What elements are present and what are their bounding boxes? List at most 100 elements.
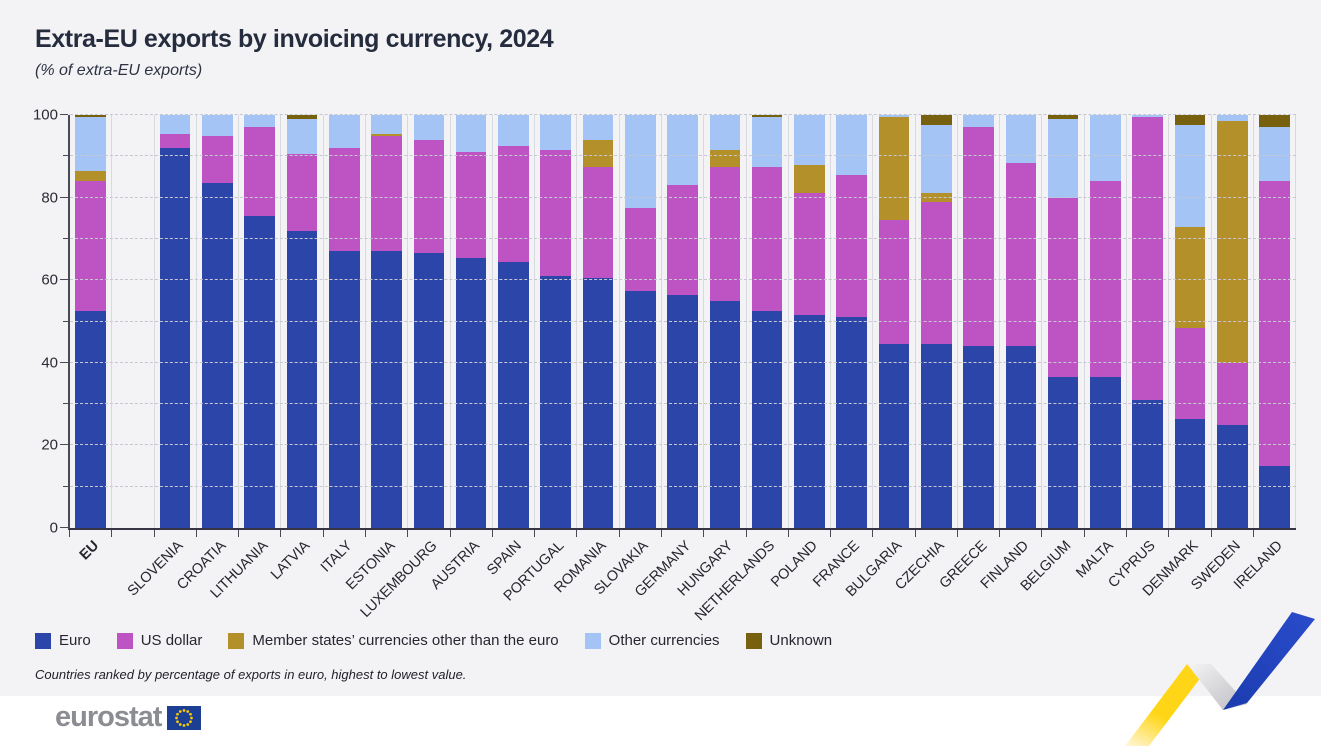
bar-segment-other [286,119,318,155]
bar-segment-usd [920,201,952,345]
bar-segment-other [751,117,783,167]
x-tick [153,530,155,537]
x-tick [364,530,366,537]
bar-segment-other [1090,115,1121,182]
x-tick [1083,530,1085,537]
gridline-30 [70,403,1296,405]
x-tick [956,530,958,537]
legend-swatch-member [228,632,245,649]
bar-column-estonia: ESTONIA [343,115,407,593]
x-tick [618,530,620,537]
legend-item-usd: US dollar [116,632,202,649]
y-tick-10 [63,485,68,487]
bar-segment-member [1174,226,1206,328]
bar-segment-euro [540,276,572,528]
x-tick [660,530,662,537]
stacked-bar-germany [667,115,698,528]
bar-segment-usd [540,150,572,277]
bar-segment-euro [625,290,656,528]
chart-footnote: Countries ranked by percentage of export… [35,667,467,682]
bar-segment-usd [878,220,910,345]
y-tick-30 [63,403,68,405]
legend-label-euro: Euro [59,632,91,649]
ribbon-yellow-band [1125,664,1211,746]
bar-segment-other [582,115,614,140]
y-axis-label-0: 0 [49,519,58,537]
bar-segment-euro [794,315,825,528]
bar-segment-euro [667,294,698,528]
bar-segment-other [1132,115,1163,118]
x-tick [407,530,409,537]
bar-segment-other [836,115,867,175]
x-tick [576,530,578,537]
bar-segment-member [920,193,952,202]
x-tick [1168,530,1170,537]
bar-segment-usd [751,166,783,312]
stacked-bar-lithuania [244,115,276,528]
bar-segment-usd [1216,362,1248,425]
bar-column-czechia: CZECHIA [892,115,957,593]
y-axis-label-40: 40 [41,354,58,372]
bar-segment-other [1005,115,1037,163]
bar-segment-usd [202,135,233,184]
eu-flag-icon [167,705,202,730]
bar-segment-euro [878,344,910,528]
bar-segment-other [371,115,402,134]
gridline-100 [70,114,1296,115]
legend-item-member: Member states’ currencies other than the… [228,632,559,649]
bar-column-austria: AUSTRIA [428,115,492,593]
bar-segment-member [709,150,741,167]
legend: Euro US dollar Member states’ currencies o… [35,632,832,649]
x-tick [491,530,493,537]
bar-segment-usd [709,166,741,301]
bar-column-luxembourg: LUXEMBOURG [357,115,449,621]
x-tick [830,530,832,537]
bar-column-italy: ITALY [318,115,365,576]
x-tick [745,530,747,537]
bar-segment-usd [1174,327,1206,419]
bar-column-sweden: SWEDEN [1188,115,1253,593]
bar-column-bulgaria: BULGARIA [843,115,914,600]
x-tick [872,530,874,537]
x-tick [238,530,240,537]
x-tick [1041,530,1043,537]
gridline-80 [70,196,1296,198]
gridline-10 [70,485,1296,487]
x-tick [534,530,536,537]
y-axis-label-100: 100 [32,106,58,124]
y-tick-100 [60,114,68,115]
legend-item-euro: Euro [35,632,91,649]
bar-segment-other [202,115,233,136]
eurostat-logo: eurostat [55,701,202,734]
bar-column-malta: MALTA [1073,115,1126,581]
stacked-bar-sweden [1216,115,1248,528]
y-tick-90 [63,155,68,157]
bar-segment-usd [413,139,445,254]
legend-swatch-usd [116,632,133,649]
gridline-40 [70,361,1296,363]
x-tick [1126,530,1128,537]
stacked-bar-czechia [920,115,952,528]
bar-segment-euro [75,311,106,528]
stacked-bar-bulgaria [878,115,910,528]
x-tick [999,530,1001,537]
bar-segment-usd [329,148,360,252]
bar-segment-usd [794,193,825,316]
legend-label-unknown: Unknown [769,632,833,649]
bar-segment-unknown [75,115,106,118]
legend-swatch-unknown [745,632,762,649]
bar-segment-unknown [1047,115,1079,120]
bar-segment-euro [751,311,783,528]
gridline-20 [70,444,1296,446]
y-tick-40 [60,361,68,363]
bar-segment-member [1216,121,1248,363]
x-tick [1252,530,1254,537]
stacked-bar-finland [1005,115,1037,528]
y-tick-50 [63,320,68,322]
bar-segment-unknown [751,115,783,118]
bar-segment-usd [159,133,191,149]
bar-column-eu: EU [69,115,111,563]
y-tick-80 [60,196,68,198]
bar-segment-other [625,115,656,208]
bar-segment-euro [202,183,233,528]
